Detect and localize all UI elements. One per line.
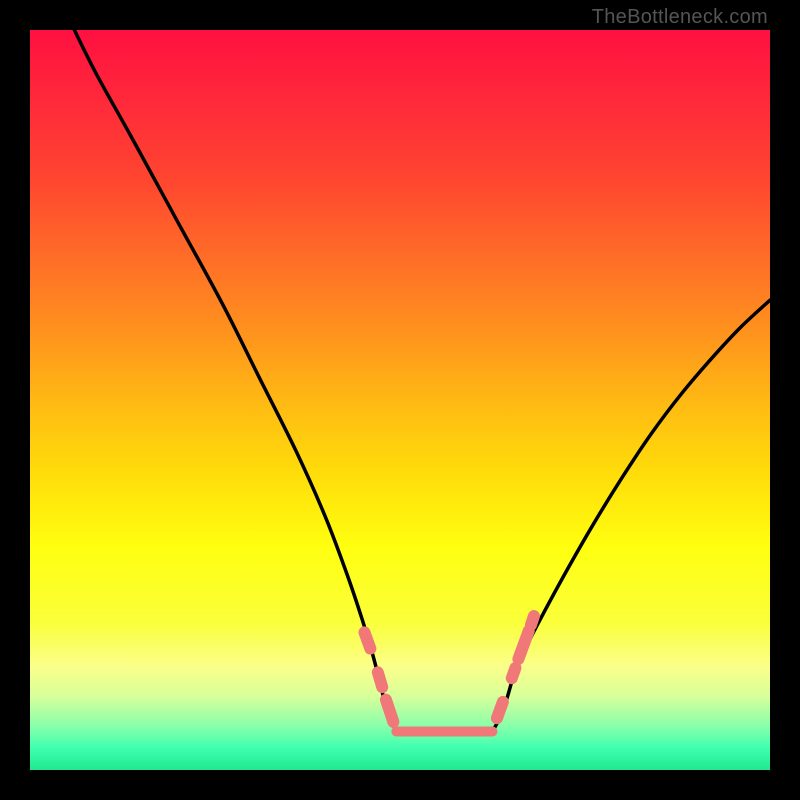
marker-segment [497,702,503,718]
marker-segment [531,616,534,625]
marker-segment [378,672,382,687]
gradient-background [30,30,770,770]
marker-segment [386,700,393,722]
chart-container: TheBottleneck.com [0,0,800,800]
marker-segment [364,632,370,648]
watermark-text: TheBottleneck.com [592,6,768,29]
plot-svg [30,30,770,770]
marker-segment [512,668,516,678]
plot-area [30,30,770,770]
